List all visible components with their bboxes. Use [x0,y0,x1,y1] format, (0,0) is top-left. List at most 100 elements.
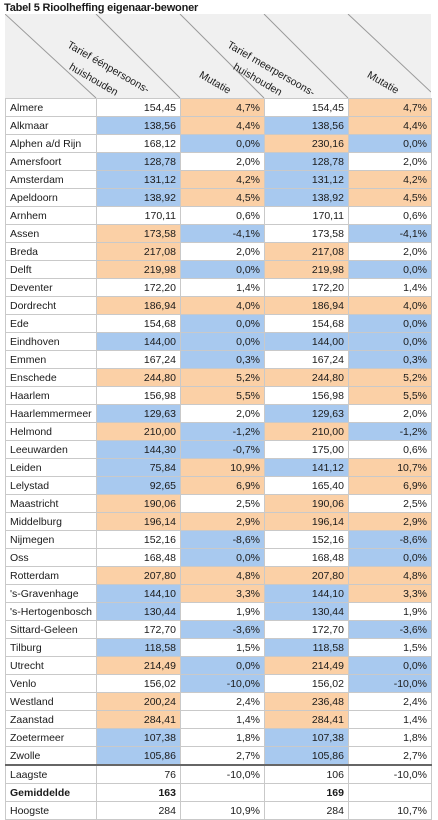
mutatie-meer-cell: 2,0% [348,152,432,171]
mutatie-een-cell: 2,4% [180,692,265,711]
mutatie-een-cell: 1,9% [180,602,265,621]
tarief-een-cell: 131,12 [96,170,181,189]
gemeente-cell: Apeldoorn [5,188,97,207]
gemeente-cell: Maastricht [5,494,97,513]
table-row: Rotterdam 207,80 4,8% 207,80 4,8% [5,566,432,585]
mutatie-meer-cell: 0,0% [348,656,432,675]
mutatie-een-cell: 4,7% [180,98,265,117]
tarief-een-cell: 284,41 [96,710,181,729]
table-row: Eindhoven 144,00 0,0% 144,00 0,0% [5,332,432,351]
mutatie-een-cell: 2,7% [180,746,265,766]
gemeente-cell: Assen [5,224,97,243]
table-row: 's-Hertogenbosch 130,44 1,9% 130,44 1,9% [5,602,432,621]
table-row: Haarlemmermeer 129,63 2,0% 129,63 2,0% [5,404,432,423]
summary-label-cell: Gemiddelde [5,783,97,802]
gemeente-cell: 's-Hertogenbosch [5,602,97,621]
mutatie-een-cell: 2,5% [180,494,265,513]
mutatie-meer-cell: 6,9% [348,476,432,495]
tarief-een-cell: 144,10 [96,584,181,603]
mutatie-meer-cell: 1,9% [348,602,432,621]
gemeente-cell: Sittard-Geleen [5,620,97,639]
table-row: Amersfoort 128,78 2,0% 128,78 2,0% [5,152,432,171]
gemeente-cell: Eindhoven [5,332,97,351]
summary-row: Hoogste 284 10,9% 284 10,7% [5,801,432,820]
mutatie-meer-cell: 2,4% [348,692,432,711]
mutatie-een-cell: -3,6% [180,620,265,639]
mutatie-een-cell: 4,5% [180,188,265,207]
mutatie-meer-cell: 4,4% [348,116,432,135]
summary-row: Gemiddelde 163 169 [5,783,432,802]
tarief-meer-cell: 144,00 [264,332,349,351]
tarief-meer-cell: 196,14 [264,512,349,531]
gemeente-cell: Dordrecht [5,296,97,315]
gemeente-cell: Enschede [5,368,97,387]
tarief-meer-cell: 165,40 [264,476,349,495]
table-row: Emmen 167,24 0,3% 167,24 0,3% [5,350,432,369]
table-row: Dordrecht 186,94 4,0% 186,94 4,0% [5,296,432,315]
table-row: Almere 154,45 4,7% 154,45 4,7% [5,98,432,117]
gemeente-cell: Alphen a/d Rijn [5,134,97,153]
tarief-meer-cell: 190,06 [264,494,349,513]
table-row: Sittard-Geleen 172,70 -3,6% 172,70 -3,6% [5,620,432,639]
mutatie-meer-cell: 4,2% [348,170,432,189]
tarief-een-cell: 168,12 [96,134,181,153]
mutatie-een-cell: 4,0% [180,296,265,315]
mutatie-een-cell: -10,0% [180,674,265,693]
table-row: Deventer 172,20 1,4% 172,20 1,4% [5,278,432,297]
table-row: Zaanstad 284,41 1,4% 284,41 1,4% [5,710,432,729]
tarief-een-cell: 152,16 [96,530,181,549]
gemeente-cell: Delft [5,260,97,279]
tarief-een-cell: 130,44 [96,602,181,621]
tarief-meer-cell: 170,11 [264,206,349,225]
tarief-een-cell: 144,30 [96,440,181,459]
mutatie-een-cell: 4,8% [180,566,265,585]
tarief-meer-cell: 152,16 [264,530,349,549]
tarief-een-cell: 156,98 [96,386,181,405]
summary-mutatie-een-cell: 10,9% [180,801,265,820]
table-row: Leeuwarden 144,30 -0,7% 175,00 0,6% [5,440,432,459]
mutatie-meer-cell: -10,0% [348,674,432,693]
gemeente-cell: Zaanstad [5,710,97,729]
gemeente-cell: Amersfoort [5,152,97,171]
tarief-meer-cell: 217,08 [264,242,349,261]
gemeente-cell: Nijmegen [5,530,97,549]
table-row: Enschede 244,80 5,2% 244,80 5,2% [5,368,432,387]
table-row: Haarlem 156,98 5,5% 156,98 5,5% [5,386,432,405]
gemeente-cell: Zwolle [5,746,97,766]
tarief-een-cell: 196,14 [96,512,181,531]
mutatie-meer-cell: 0,6% [348,440,432,459]
tarief-meer-cell: 138,56 [264,116,349,135]
mutatie-meer-cell: 4,8% [348,566,432,585]
table-row: Oss 168,48 0,0% 168,48 0,0% [5,548,432,567]
gemeente-cell: Alkmaar [5,116,97,135]
tarief-een-cell: 217,08 [96,242,181,261]
mutatie-meer-cell: 2,0% [348,404,432,423]
mutatie-meer-cell: 0,3% [348,350,432,369]
summary-tarief-een-cell: 163 [96,783,181,802]
tarief-meer-cell: 105,86 [264,746,349,766]
gemeente-cell: Tilburg [5,638,97,657]
mutatie-meer-cell: -3,6% [348,620,432,639]
mutatie-meer-cell: 0,0% [348,260,432,279]
gemeente-cell: Zoetermeer [5,728,97,747]
tarief-meer-cell: 128,78 [264,152,349,171]
gemeente-cell: Helmond [5,422,97,441]
mutatie-een-cell: 0,0% [180,134,265,153]
gemeente-cell: Lelystad [5,476,97,495]
table-header: Tarief éénpersoons- huishouden Mutatie T… [5,14,431,98]
mutatie-meer-cell: -8,6% [348,530,432,549]
summary-mutatie-een-cell: -10,0% [180,764,265,784]
table-row: Lelystad 92,65 6,9% 165,40 6,9% [5,476,432,495]
mutatie-meer-cell: 0,0% [348,314,432,333]
table-row: Apeldoorn 138,92 4,5% 138,92 4,5% [5,188,432,207]
tarief-meer-cell: 219,98 [264,260,349,279]
mutatie-een-cell: 1,8% [180,728,265,747]
mutatie-meer-cell: 0,0% [348,134,432,153]
mutatie-een-cell: -1,2% [180,422,265,441]
table-row: Alphen a/d Rijn 168,12 0,0% 230,16 0,0% [5,134,432,153]
rioolheffing-table: Tarief éénpersoons- huishouden Mutatie T… [5,14,432,820]
table-row: Tilburg 118,58 1,5% 118,58 1,5% [5,638,432,657]
summary-tarief-meer-cell: 169 [264,783,349,802]
mutatie-een-cell: -0,7% [180,440,265,459]
mutatie-een-cell: 1,4% [180,710,265,729]
